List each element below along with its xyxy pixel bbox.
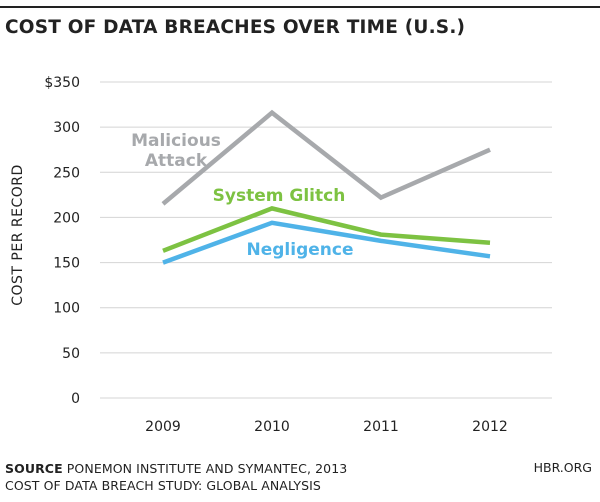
series-line-system-glitch	[162, 206, 491, 253]
label-system-glitch: System Glitch	[213, 186, 346, 206]
top-rule	[0, 6, 600, 8]
chart-title: COST OF DATA BREACHES OVER TIME (U.S.)	[5, 17, 466, 38]
x-tick-labels: 2009 2010 2011 2012	[145, 419, 508, 435]
y-tick-350: $350	[44, 75, 80, 91]
source-text: PONEMON INSTITUTE AND SYMANTEC, 2013	[62, 461, 348, 476]
publisher-credit: HBR.ORG	[533, 460, 592, 475]
series-line-negligence	[162, 220, 491, 265]
y-tick-200: 200	[53, 210, 80, 226]
source-label: SOURCE	[5, 461, 63, 476]
y-tick-300: 300	[53, 120, 80, 136]
y-tick-50: 50	[62, 346, 80, 362]
label-malicious-line2: Attack	[145, 151, 208, 171]
x-tick-2011: 2011	[363, 419, 399, 435]
series-lines	[161, 109, 491, 265]
source-line-2: COST OF DATA BREACH STUDY: GLOBAL ANALYS…	[5, 478, 321, 493]
label-malicious-line1: Malicious	[131, 131, 221, 151]
label-negligence: Negligence	[247, 240, 354, 260]
source-note: SOURCE PONEMON INSTITUTE AND SYMANTEC, 2…	[5, 460, 347, 494]
y-tick-100: 100	[53, 301, 80, 317]
grid-lines	[100, 81, 552, 399]
y-axis-label: COST PER RECORD	[10, 164, 26, 306]
x-tick-2010: 2010	[254, 419, 290, 435]
y-tick-0: 0	[71, 391, 80, 407]
x-tick-2012: 2012	[472, 419, 508, 435]
x-tick-2009: 2009	[145, 419, 181, 435]
y-tick-labels: 0 50 100 150 200 250 300 $350	[44, 75, 80, 407]
y-tick-150: 150	[53, 256, 80, 272]
y-tick-250: 250	[53, 165, 80, 181]
series-line-malicious-attack	[161, 109, 491, 206]
